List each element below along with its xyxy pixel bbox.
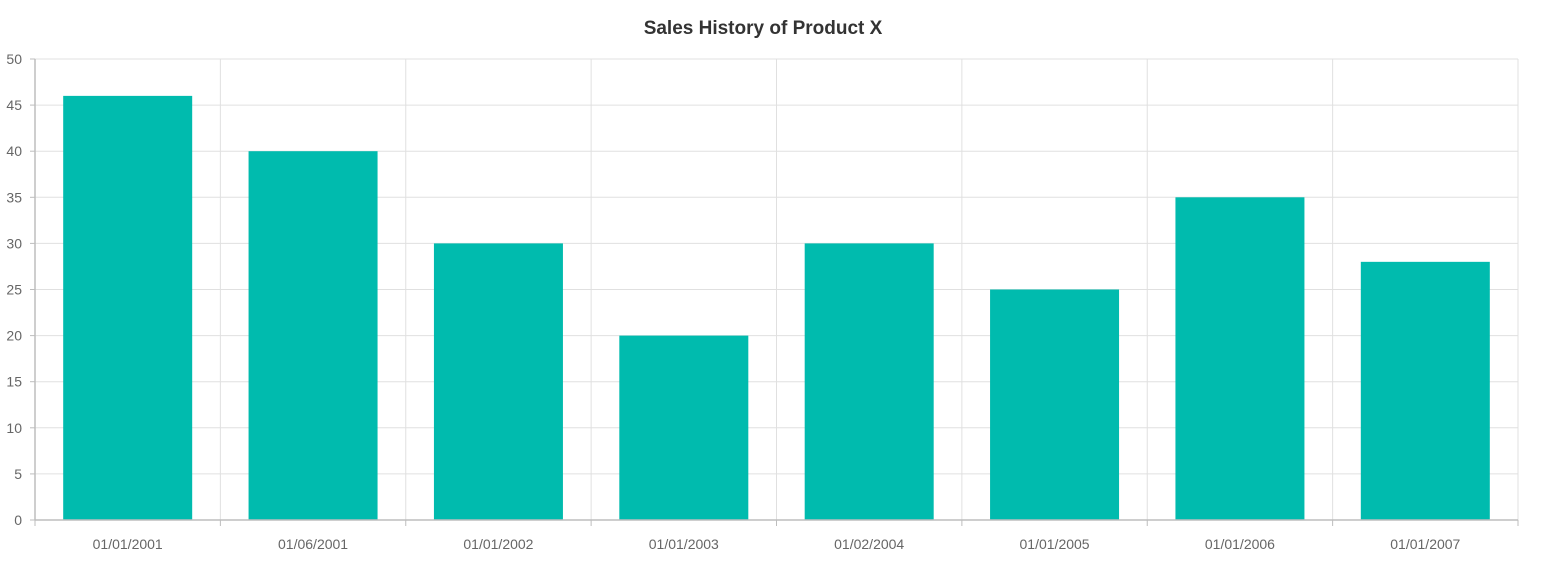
y-tick-label: 40 — [6, 143, 22, 159]
y-tick-label: 15 — [6, 374, 22, 390]
y-tick-label: 50 — [6, 51, 22, 67]
x-tick-label: 01/01/2003 — [649, 536, 719, 552]
y-tick-label: 35 — [6, 189, 22, 205]
y-tick-label: 25 — [6, 282, 22, 298]
bar[interactable] — [804, 243, 934, 520]
x-tick-label: 01/01/2002 — [463, 536, 533, 552]
bar[interactable] — [619, 335, 749, 520]
y-tick-labels: 0 5 10 15 20 25 30 35 40 45 50 — [6, 51, 22, 528]
x-tick-label: 01/01/2006 — [1205, 536, 1275, 552]
x-tick-label: 01/01/2001 — [93, 536, 163, 552]
y-tick-label: 5 — [14, 466, 22, 482]
bar[interactable] — [248, 151, 378, 520]
y-tick-label: 30 — [6, 235, 22, 251]
x-tick-label: 01/01/2005 — [1020, 536, 1090, 552]
axes — [30, 58, 1519, 526]
chart-title: Sales History of Product X — [644, 18, 883, 39]
x-tick-label: 01/06/2001 — [278, 536, 348, 552]
bar[interactable] — [433, 243, 563, 520]
bar[interactable] — [990, 289, 1120, 521]
x-tick-label: 01/01/2007 — [1390, 536, 1460, 552]
x-tick-label: 01/02/2004 — [834, 536, 904, 552]
y-tick-label: 20 — [6, 328, 22, 344]
bar[interactable] — [1360, 261, 1490, 520]
x-tick-labels: 01/01/2001 01/06/2001 01/01/2002 01/01/2003… — [93, 536, 1461, 552]
y-tick-label: 45 — [6, 97, 22, 113]
bars — [63, 95, 1490, 521]
bar[interactable] — [63, 95, 193, 520]
y-tick-label: 10 — [6, 420, 22, 436]
y-tick-label: 0 — [14, 512, 22, 528]
bar[interactable] — [1175, 197, 1305, 521]
